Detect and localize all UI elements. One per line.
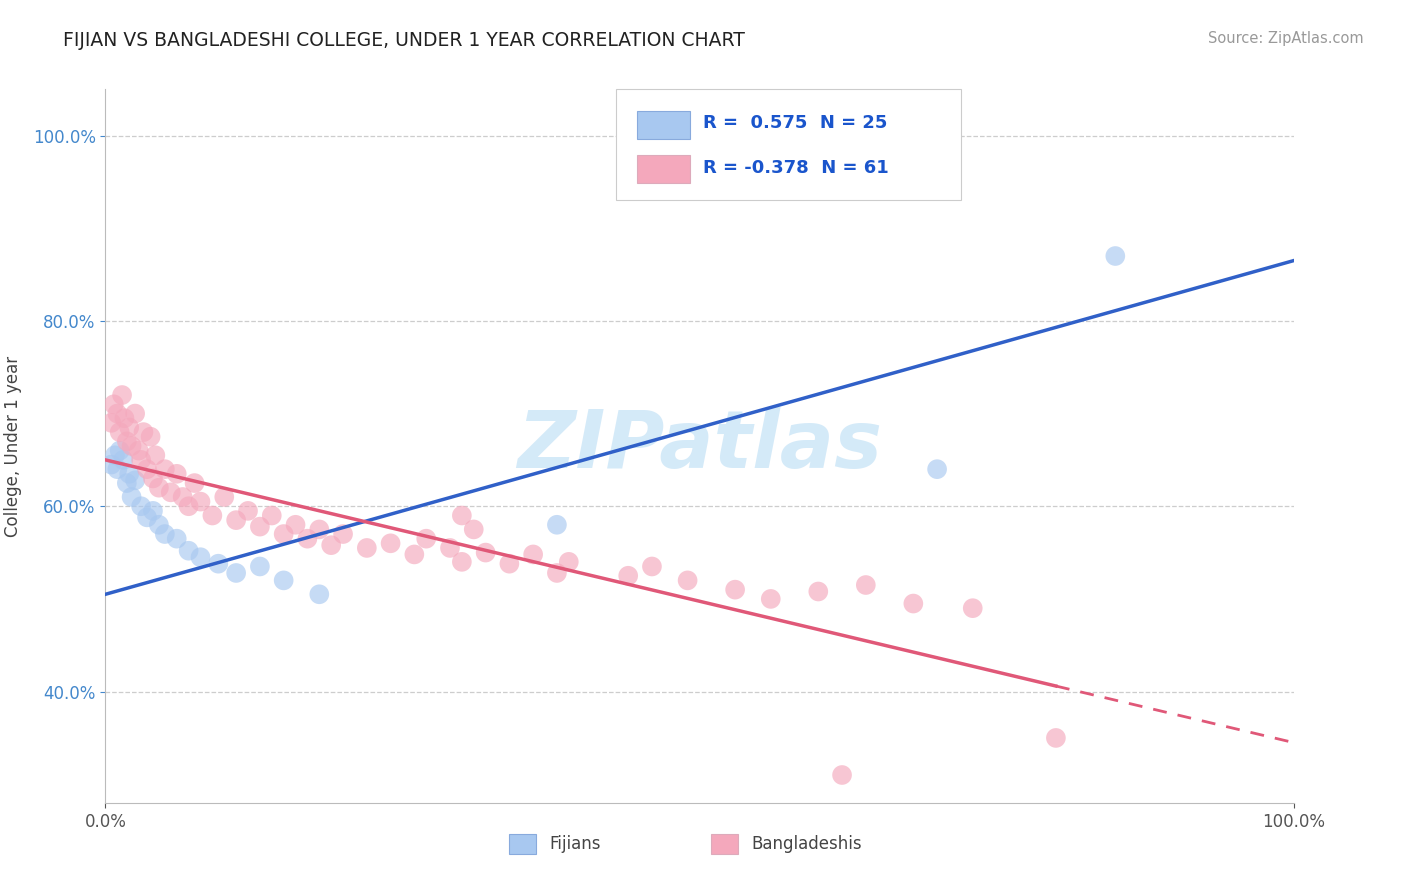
Point [201,508,224,523]
Point [273,574,295,588]
Point [177,543,200,558]
Point [807,584,830,599]
Point [855,578,877,592]
Point [450,555,472,569]
Point [121,439,143,453]
Point [297,532,319,546]
Point [225,513,247,527]
Point [108,443,131,458]
Point [143,448,166,462]
Point [112,453,135,467]
Point [260,508,283,523]
Point [962,601,984,615]
Point [139,430,162,444]
Point [558,555,581,569]
Point [104,448,127,462]
Point [153,462,176,476]
FancyBboxPatch shape [616,89,960,200]
Text: Fijians: Fijians [550,835,602,853]
FancyBboxPatch shape [509,834,536,855]
Point [1104,249,1126,263]
Point [439,541,461,555]
Point [166,532,188,546]
Point [641,559,664,574]
Point [415,532,437,546]
Point [474,545,496,559]
Point [103,397,125,411]
Point [177,500,200,514]
Point [129,500,152,514]
Point [100,458,122,472]
Y-axis label: College, Under 1 year: College, Under 1 year [4,355,21,537]
Point [142,471,165,485]
Point [166,467,188,481]
Point [183,476,205,491]
Point [132,425,155,439]
Point [321,538,343,552]
Point [1045,731,1067,745]
Point [105,407,128,421]
Point [124,407,146,421]
Point [925,462,948,476]
Point [356,541,378,555]
Point [153,527,176,541]
Point [831,768,853,782]
Point [249,559,271,574]
Point [118,420,141,434]
Point [148,481,170,495]
Text: Bangladeshis: Bangladeshis [752,835,862,853]
Text: ZIPatlas: ZIPatlas [517,407,882,485]
Point [159,485,181,500]
Point [136,510,159,524]
Text: R =  0.575  N = 25: R = 0.575 N = 25 [703,114,887,132]
Point [308,523,330,537]
Point [498,557,520,571]
Point [105,462,128,476]
Point [546,517,568,532]
Point [450,508,472,523]
Point [207,557,229,571]
Point [136,462,159,476]
Point [190,494,212,508]
Point [522,548,544,562]
Point [111,388,134,402]
FancyBboxPatch shape [637,111,690,139]
Point [249,519,271,533]
Point [903,597,925,611]
Point [617,568,640,582]
Text: R = -0.378  N = 61: R = -0.378 N = 61 [703,159,889,177]
Point [724,582,747,597]
Point [142,504,165,518]
Point [124,473,146,487]
Point [225,566,247,580]
Point [115,434,138,449]
Point [114,411,136,425]
Point [236,504,259,518]
Point [284,517,307,532]
Point [128,443,150,458]
FancyBboxPatch shape [637,155,690,184]
Point [148,517,170,532]
Point [118,467,141,481]
Point [190,550,212,565]
FancyBboxPatch shape [711,834,738,855]
Point [121,490,143,504]
Point [380,536,402,550]
Point [172,490,194,504]
Point [676,574,699,588]
Point [214,490,236,504]
Point [404,548,426,562]
Point [332,527,354,541]
Point [463,523,485,537]
Point [115,476,138,491]
Text: FIJIAN VS BANGLADESHI COLLEGE, UNDER 1 YEAR CORRELATION CHART: FIJIAN VS BANGLADESHI COLLEGE, UNDER 1 Y… [63,31,745,50]
Point [100,416,122,430]
Point [273,527,295,541]
Point [308,587,330,601]
Point [546,566,568,580]
Point [129,453,152,467]
Text: Source: ZipAtlas.com: Source: ZipAtlas.com [1208,31,1364,46]
Point [108,425,131,439]
Point [759,591,782,606]
